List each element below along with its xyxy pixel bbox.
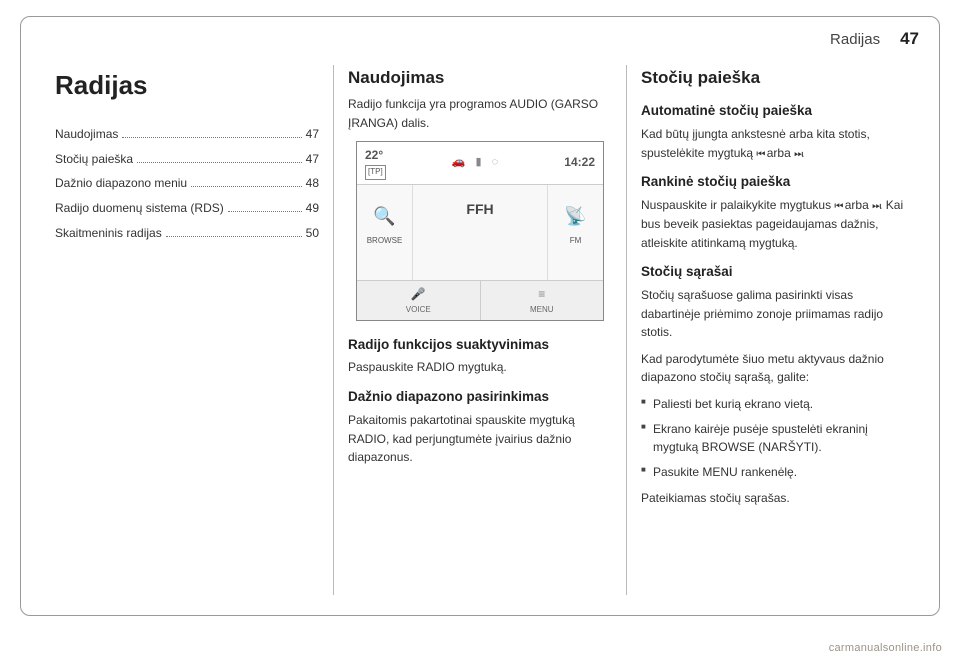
manual-search-text: Nuspauskite ir palaikykite mygtukus ⏮ ar… (641, 196, 905, 252)
toc-item: Dažnio diapazono meniu 48 (55, 174, 319, 193)
toc-page: 48 (306, 174, 319, 193)
station-lists-text-3: Pateikiamas stočių sąrašas. (641, 489, 905, 508)
table-of-contents: Naudojimas 47 Stočių paieška 47 Dažnio d… (55, 125, 319, 242)
content-columns: Radijas Naudojimas 47 Stočių paieška 47 … (41, 65, 919, 595)
radio-status-icons: 🚗 ▮ ◌ (452, 154, 498, 171)
header-section: Radijas (830, 31, 880, 48)
list-item: Ekrano kairėje pusėje spustelėti ekranin… (641, 420, 905, 457)
column-2: Naudojimas Radijo funkcija yra programos… (333, 65, 626, 595)
toc-item: Stočių paieška 47 (55, 150, 319, 169)
microphone-icon: 🎤 (357, 285, 480, 304)
radio-mid: 🔍 BROWSE FFH 📡 FM (357, 185, 603, 280)
toc-dots (122, 137, 301, 138)
column-3: Stočių paieška Automatinė stočių paieška… (626, 65, 919, 595)
radio-menu-label: MENU (530, 305, 554, 314)
radio-time: 14:22 (564, 153, 595, 172)
header-page-number: 47 (900, 29, 919, 49)
text-fragment: arba (841, 198, 872, 212)
radio-tp-indicator: [TP] (365, 165, 386, 179)
text-fragment: . (801, 146, 804, 160)
list-item: Pasukite MENU rankenėlę. (641, 463, 905, 482)
radio-voice-label: VOICE (406, 305, 431, 314)
radio-car-icon: 🚗 (452, 154, 466, 171)
station-list-options: Paliesti bet kurią ekrano vietą. Ekrano … (641, 395, 905, 481)
subheading-auto-search: Automatinė stočių paieška (641, 101, 905, 122)
radio-clock-icon: ◌ (492, 154, 499, 171)
auto-search-text: Kad būtų įjungta ankstesnė arba kita sto… (641, 125, 905, 162)
subheading-station-lists: Stočių sąrašai (641, 262, 905, 283)
search-icon: 🔍 (373, 203, 395, 231)
footer-watermark: carmanualsonline.info (829, 642, 942, 654)
text-fragment: arba (763, 146, 794, 160)
radio-menu-button[interactable]: ≡ MENU (480, 281, 604, 320)
toc-dots (191, 186, 302, 187)
toc-dots (137, 162, 302, 163)
list-item: Paliesti bet kurią ekrano vietą. (641, 395, 905, 414)
station-lists-text-1: Stočių sąrašuose galima pasirinkti visas… (641, 286, 905, 342)
radio-station-display: FFH (413, 185, 547, 280)
toc-dots (166, 236, 302, 237)
radio-station-name: FFH (466, 199, 493, 221)
subheading-activate: Radijo funkcijos suaktyvinimas (348, 335, 612, 356)
radio-temp-block: 22° [TP] (365, 146, 386, 180)
radio-temperature: 22° (365, 146, 386, 165)
menu-icon: ≡ (481, 285, 604, 304)
chapter-title: Radijas (55, 65, 319, 105)
section-title-usage: Naudojimas (348, 65, 612, 91)
radio-signal-icon: ▮ (476, 154, 482, 171)
toc-page: 47 (306, 150, 319, 169)
toc-label: Dažnio diapazono meniu (55, 174, 187, 193)
section-title-search: Stočių paieška (641, 65, 905, 91)
antenna-icon: 📡 (564, 203, 586, 231)
radio-browse-button[interactable]: 🔍 BROWSE (357, 185, 413, 280)
manual-page: Radijas 47 Radijas Naudojimas 47 Stočių … (20, 16, 940, 616)
toc-dots (228, 211, 302, 212)
station-lists-text-2: Kad parodytumėte šiuo metu aktyvaus dažn… (641, 350, 905, 387)
subheading-band-select: Dažnio diapazono pasirinkimas (348, 387, 612, 408)
radio-band-label: FM (570, 235, 582, 247)
text-fragment: Nuspauskite ir palaikykite mygtukus (641, 198, 834, 212)
toc-item: Skaitmeninis radijas 50 (55, 224, 319, 243)
radio-bottom-bar: 🎤 VOICE ≡ MENU (357, 280, 603, 320)
band-select-text: Pakaitomis pakartotinai spauskite mygtuk… (348, 411, 612, 467)
toc-page: 50 (306, 224, 319, 243)
radio-browse-label: BROWSE (367, 235, 403, 247)
toc-item: Radijo duomenų sistema (RDS) 49 (55, 199, 319, 218)
activate-text: Paspauskite RADIO mygtuką. (348, 358, 612, 377)
toc-label: Naudojimas (55, 125, 118, 144)
toc-label: Stočių paieška (55, 150, 133, 169)
column-1: Radijas Naudojimas 47 Stočių paieška 47 … (41, 65, 333, 595)
usage-intro: Radijo funkcija yra programos AUDIO (GAR… (348, 95, 612, 132)
toc-label: Skaitmeninis radijas (55, 224, 162, 243)
page-header: Radijas 47 (41, 29, 919, 55)
radio-band-button[interactable]: 📡 FM (547, 185, 603, 280)
toc-page: 47 (306, 125, 319, 144)
subheading-manual-search: Rankinė stočių paieška (641, 172, 905, 193)
toc-item: Naudojimas 47 (55, 125, 319, 144)
radio-top-bar: 22° [TP] 🚗 ▮ ◌ 14:22 (357, 142, 603, 185)
radio-voice-button[interactable]: 🎤 VOICE (357, 281, 480, 320)
toc-label: Radijo duomenų sistema (RDS) (55, 199, 224, 218)
radio-screenshot: 22° [TP] 🚗 ▮ ◌ 14:22 🔍 BROWSE (356, 141, 604, 321)
toc-page: 49 (306, 199, 319, 218)
